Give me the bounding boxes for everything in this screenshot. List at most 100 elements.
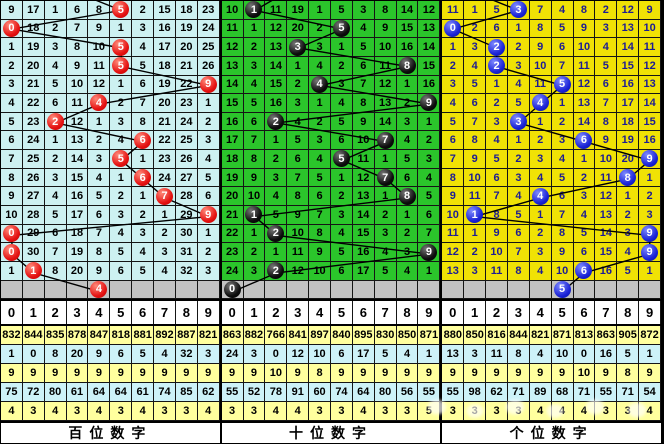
- miss-count-cell: 4: [309, 150, 331, 169]
- miss-count-cell: 5: [110, 150, 133, 169]
- miss-count-cell: 9: [287, 205, 310, 225]
- stats-row: 55 52 78 91 60 74 64 80 56 55: [221, 383, 441, 402]
- miss-count-cell: 1: [529, 112, 552, 132]
- miss-count-cell: 7: [352, 75, 375, 95]
- miss-count-cell: 6: [551, 38, 574, 57]
- stat-cell: 0: [265, 345, 288, 364]
- stat-cell: 9: [639, 364, 662, 383]
- pending-cell: [243, 280, 266, 300]
- stat-cell: 850: [396, 326, 419, 345]
- miss-count-cell: 2: [309, 19, 331, 39]
- stats-row: 55 98 62 71 89 68 71 55 71 54: [442, 383, 662, 402]
- miss-count-cell: 3: [464, 261, 487, 281]
- miss-count-cell: 6: [331, 261, 353, 281]
- miss-count-cell: 2: [486, 56, 508, 76]
- miss-count-cell: 2: [486, 38, 508, 57]
- miss-count-cell: 2: [154, 224, 176, 244]
- stat-cell: 4: [396, 345, 419, 364]
- miss-count-cell: 5: [1, 112, 23, 132]
- miss-count-cell: 26: [197, 56, 220, 76]
- stat-cell: 882: [243, 326, 266, 345]
- digit-header-cell: 9: [418, 301, 441, 324]
- miss-count-cell: 13: [66, 131, 89, 151]
- miss-count-cell: 7: [132, 94, 155, 113]
- miss-count-cell: 29: [175, 205, 198, 225]
- miss-count-cell: 14: [396, 1, 419, 20]
- pending-cell: [44, 280, 67, 300]
- miss-count-cell: 2: [309, 112, 331, 132]
- miss-count-cell: 4: [617, 243, 640, 262]
- miss-count-cell: 25: [175, 131, 198, 151]
- miss-count-cell: 7: [309, 205, 331, 225]
- miss-count-cell: 20: [287, 19, 310, 39]
- stat-cell: 0: [22, 345, 45, 364]
- stat-cell: 8: [617, 364, 640, 383]
- miss-count-cell: 12: [418, 1, 441, 20]
- stat-cell: 818: [110, 326, 133, 345]
- digit-header-cell: 8: [175, 301, 198, 324]
- miss-count-cell: 3: [243, 261, 266, 281]
- miss-count-cell: 16: [617, 75, 640, 95]
- drawn-digit-ball: 5: [112, 57, 130, 75]
- miss-count-cell: 1: [331, 38, 353, 57]
- drawn-digit-ball: 7: [376, 131, 394, 149]
- miss-count-cell: 2: [44, 19, 67, 39]
- pending-cell: [22, 280, 45, 300]
- drawn-digit-ball: 5: [553, 75, 571, 93]
- miss-count-cell: 1: [110, 168, 133, 188]
- miss-count-cell: 9: [197, 75, 220, 95]
- stat-cell: 847: [88, 326, 111, 345]
- stat-cell: 3: [175, 402, 198, 421]
- miss-count-cell: 14: [66, 150, 89, 169]
- miss-count-cell: 7: [551, 205, 574, 225]
- stat-cell: 9: [486, 364, 508, 383]
- miss-count-cell: 3: [396, 243, 419, 262]
- stat-cell: 64: [88, 383, 111, 402]
- miss-count-cell: 21: [22, 75, 45, 95]
- drawn-digit-ball: 2: [488, 38, 505, 56]
- stat-cell: 60: [309, 383, 331, 402]
- pending-cell: [529, 280, 552, 300]
- miss-count-cell: 20: [154, 94, 176, 113]
- drawn-digit-ball: 3: [509, 113, 527, 131]
- stat-cell: 905: [617, 326, 640, 345]
- miss-count-cell: 9: [1, 187, 23, 206]
- digit-header-cell: 4: [88, 301, 111, 324]
- drawn-digit-ball: 9: [641, 150, 659, 168]
- stat-cell: 6: [110, 345, 133, 364]
- miss-count-cell: 17: [221, 131, 244, 151]
- miss-count-cell: 9: [309, 243, 331, 262]
- miss-count-cell: 4: [154, 261, 176, 281]
- miss-count-cell: 11: [529, 75, 552, 95]
- miss-count-cell: 6: [44, 94, 67, 113]
- miss-count-cell: 3: [132, 19, 155, 39]
- miss-count-cell: 4: [551, 150, 574, 169]
- miss-count-cell: 8: [396, 187, 419, 206]
- miss-count-cell: 4: [396, 261, 419, 281]
- miss-count-cell: 6: [88, 205, 111, 225]
- stat-cell: 9: [44, 364, 67, 383]
- stat-cell: 9: [418, 364, 441, 383]
- miss-count-cell: 4: [529, 168, 552, 188]
- miss-count-cell: 7: [464, 112, 487, 132]
- drawn-digit-ball: 4: [90, 94, 108, 112]
- miss-count-cell: 23: [175, 94, 198, 113]
- pending-cell: [352, 280, 375, 300]
- stat-cell: 9: [551, 364, 574, 383]
- miss-count-cell: 9: [197, 205, 220, 225]
- miss-count-cell: 3: [507, 112, 530, 132]
- miss-count-cell: 3: [507, 1, 530, 20]
- miss-count-cell: 5: [132, 56, 155, 76]
- stat-cell: 3: [243, 345, 266, 364]
- miss-count-cell: 3: [529, 243, 552, 262]
- panel-title-hundreds: 百位数字: [1, 421, 220, 443]
- miss-count-cell: 3: [331, 75, 353, 95]
- miss-count-cell: 21: [221, 205, 244, 225]
- miss-count-cell: 5: [44, 75, 67, 95]
- miss-count-cell: 5: [110, 1, 133, 20]
- stat-cell: 80: [374, 383, 397, 402]
- miss-count-cell: 5: [573, 224, 596, 244]
- miss-count-cell: 15: [418, 56, 441, 76]
- miss-count-cell: 13: [617, 19, 640, 39]
- stat-cell: 54: [639, 383, 662, 402]
